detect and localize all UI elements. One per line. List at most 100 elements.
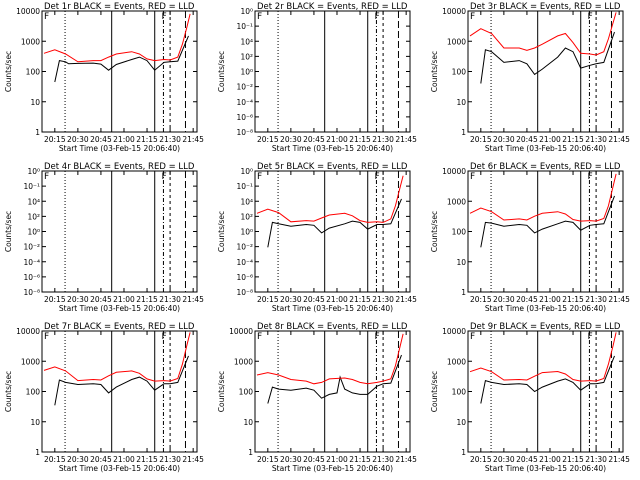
- x-tick-label: 20:30: [67, 455, 89, 464]
- y-tick-label: 1000: [21, 357, 40, 366]
- events-series-line: [480, 355, 615, 404]
- x-tick-label: 21:45: [182, 455, 204, 464]
- y-tick-label: 10⁻⁸: [236, 128, 253, 137]
- x-tick-label: 21:45: [395, 455, 417, 464]
- panel-title: Det 1r BLACK = Events, RED = LLD: [44, 2, 195, 12]
- y-tick-label: 10²: [240, 212, 253, 221]
- panel-det-7: Det 7r BLACK = Events, RED = LLD 1 10 100 10…: [4, 322, 204, 473]
- x-tick-label: 20:30: [67, 135, 89, 144]
- y-tick-label: 10⁻⁸: [236, 288, 253, 297]
- x-tick-label: 21:45: [395, 135, 417, 144]
- y-tick-label: 10⁻²: [236, 243, 253, 252]
- x-tick-label: 20:45: [303, 135, 325, 144]
- y-tick-label: 10²: [240, 52, 253, 61]
- panel-title: Det 2r BLACK = Events, RED = LLD: [257, 2, 408, 12]
- x-tick-label: 20:15: [44, 295, 66, 304]
- events-series-line: [267, 198, 402, 248]
- x-axis-label: Start Time (03-Feb-15 20:06:40): [272, 304, 393, 313]
- y-tick-label: 10000: [16, 327, 40, 336]
- lld-series-line: [469, 173, 617, 222]
- x-tick-label: 20:30: [493, 455, 515, 464]
- y-tick-label: 1000: [447, 357, 466, 366]
- x-tick-label: 20:15: [44, 135, 66, 144]
- x-tick-label: 21:00: [326, 295, 348, 304]
- y-tick-label: 10000: [442, 7, 466, 16]
- lld-series-line: [43, 13, 191, 63]
- flag-marker: F: [587, 172, 592, 182]
- panel-title: Det 4r BLACK = Events, RED = LLD: [44, 162, 195, 172]
- y-axis-label: Counts/sec: [217, 211, 226, 252]
- x-axis-label: Start Time (03-Feb-15 20:06:40): [59, 144, 180, 153]
- y-tick-label: 10⁰: [240, 7, 253, 16]
- panel-det-8: Det 8r BLACK = Events, RED = LLD 1 10 100 10…: [217, 322, 417, 473]
- flag-marker: F: [257, 12, 262, 22]
- y-tick-label: 1: [35, 128, 40, 137]
- x-tick-label: 21:15: [349, 455, 371, 464]
- x-tick-label: 21:15: [562, 295, 584, 304]
- panel-det-1: Det 1r BLACK = Events, RED = LLD 1 10 100 10…: [4, 2, 204, 153]
- x-tick-label: 21:15: [136, 135, 158, 144]
- x-axis-label: Start Time (03-Feb-15 20:06:40): [485, 304, 606, 313]
- y-tick-label: 10⁻²: [23, 243, 40, 252]
- x-axis-label: Start Time (03-Feb-15 20:06:40): [59, 464, 180, 473]
- flag-marker: F: [587, 12, 592, 22]
- x-tick-label: 21:30: [585, 135, 607, 144]
- flag-marker: F: [44, 12, 49, 22]
- y-axis-label: Counts/sec: [4, 51, 13, 92]
- y-tick-label: 10⁻¹: [23, 182, 40, 191]
- y-tick-label: 10⁰: [240, 228, 253, 237]
- y-tick-label: 10⁻⁴: [236, 98, 253, 107]
- lld-series-line: [43, 332, 191, 382]
- y-tick-label: 100: [452, 228, 467, 237]
- y-tick-label: 1: [461, 128, 466, 137]
- y-tick-label: 10⁴: [240, 37, 253, 46]
- panel-det-3: Det 3r BLACK = Events, RED = LLD 1 10 100 10…: [430, 2, 630, 153]
- x-tick-label: 20:30: [67, 295, 89, 304]
- panel-det-9: Det 9r BLACK = Events, RED = LLD 1 10 100 10…: [430, 322, 630, 473]
- x-tick-label: 21:00: [113, 135, 135, 144]
- x-tick-label: 21:00: [326, 135, 348, 144]
- y-axis-label: Counts/sec: [430, 371, 439, 412]
- y-tick-label: 10⁻¹: [236, 22, 253, 31]
- flag-marker: F: [374, 172, 379, 182]
- x-tick-label: 21:45: [182, 135, 204, 144]
- y-tick-label: 10⁻⁴: [236, 258, 253, 267]
- lld-series-line: [469, 332, 617, 382]
- y-tick-label: 10²: [27, 212, 40, 221]
- flag-marker: F: [374, 332, 379, 342]
- x-tick-label: 21:30: [585, 455, 607, 464]
- panel-det-2: Det 2r BLACK = Events, RED = LLD 10⁻⁸ 10⁻⁶…: [217, 2, 417, 153]
- x-tick-label: 20:45: [516, 455, 538, 464]
- y-tick-label: 10⁰: [240, 68, 253, 77]
- x-tick-label: 21:30: [372, 455, 394, 464]
- flag-marker: F: [257, 172, 262, 182]
- y-tick-label: 10⁻⁴: [23, 258, 40, 267]
- flag-marker: F: [161, 332, 166, 342]
- x-tick-label: 20:15: [257, 135, 279, 144]
- x-axis-label: Start Time (03-Feb-15 20:06:40): [272, 144, 393, 153]
- y-tick-label: 10000: [442, 167, 466, 176]
- x-axis-label: Start Time (03-Feb-15 20:06:40): [485, 144, 606, 153]
- y-axis-label: Counts/sec: [4, 371, 13, 412]
- x-tick-label: 21:30: [372, 135, 394, 144]
- y-axis-label: Counts/sec: [430, 51, 439, 92]
- x-tick-label: 20:15: [470, 295, 492, 304]
- y-tick-label: 10⁻⁶: [236, 273, 253, 282]
- y-tick-label: 100: [26, 68, 41, 77]
- y-tick-label: 1: [461, 288, 466, 297]
- panel-det-6: Det 6r BLACK = Events, RED = LLD 1 10 100 10…: [430, 162, 630, 313]
- y-tick-label: 10: [456, 98, 466, 107]
- y-tick-label: 10000: [229, 327, 253, 336]
- x-tick-label: 21:30: [159, 135, 181, 144]
- x-tick-label: 20:30: [280, 295, 302, 304]
- y-axis-label: Counts/sec: [430, 211, 439, 252]
- x-axis-label: Start Time (03-Feb-15 20:06:40): [59, 304, 180, 313]
- x-tick-label: 21:15: [136, 295, 158, 304]
- lld-series-line: [256, 333, 404, 385]
- lld-series-line: [256, 175, 404, 223]
- flag-marker: F: [44, 172, 49, 182]
- x-tick-label: 21:30: [159, 295, 181, 304]
- events-series-line: [54, 355, 189, 406]
- y-tick-label: 1000: [234, 357, 253, 366]
